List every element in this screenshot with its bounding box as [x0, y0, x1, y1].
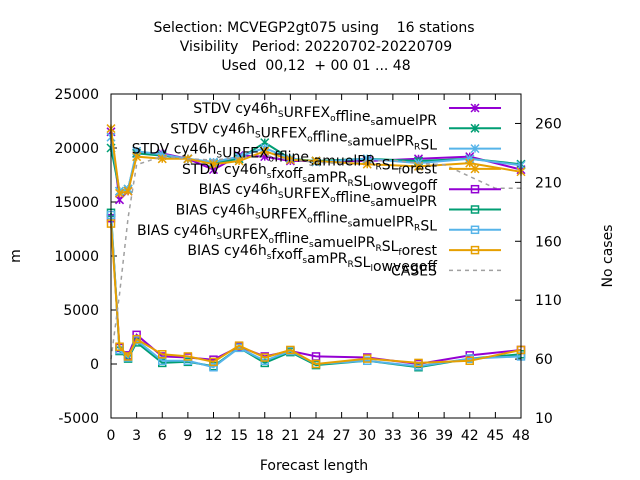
x-tick-label: 0	[107, 428, 116, 444]
y-tick-label: 25000	[54, 87, 99, 103]
y2-tick-label: 60	[535, 352, 553, 368]
y-tick-label: 20000	[54, 141, 99, 157]
data-point	[311, 156, 321, 166]
x-tick-label: 24	[307, 428, 325, 444]
legend-marker	[470, 225, 480, 235]
y2-tick-label: 160	[535, 234, 562, 250]
legend-marker	[470, 245, 480, 255]
series-line	[110, 223, 522, 366]
series-9	[110, 154, 521, 360]
y-tick-label: 0	[90, 357, 99, 373]
data-point	[234, 341, 244, 350]
data-point	[158, 350, 167, 359]
data-point	[285, 155, 295, 165]
legend-marker	[470, 164, 480, 174]
x-tick-label: 6	[158, 428, 167, 444]
series-8	[106, 219, 526, 369]
data-point	[132, 334, 141, 344]
y2-tick-label: 210	[535, 175, 562, 191]
data-point	[209, 362, 218, 372]
data-point	[115, 188, 125, 198]
title-line-2: Visibility Period: 20220702-20220709	[180, 39, 452, 55]
title-line-1: Selection: MCVEGP2gt075 using 16 station…	[153, 20, 474, 36]
x-axis-label: Forecast length	[260, 458, 368, 474]
y-axis-label: m	[8, 249, 24, 263]
legend-marker	[470, 123, 480, 133]
plot-frame	[110, 93, 522, 419]
x-tick-label: 18	[256, 428, 274, 444]
y-tick-label: 15000	[54, 195, 99, 211]
x-tick-label: 9	[183, 428, 192, 444]
data-point	[209, 357, 218, 367]
data-point	[115, 342, 124, 351]
data-point	[132, 152, 142, 162]
legend-label: BIAS cy46hSURFEXofflinesamuelPRRSL	[176, 203, 438, 235]
legend-label: STDV cy46hSURFEXofflinesamuelPRRSLforest	[132, 142, 438, 178]
chart-title: Selection: MCVEGP2gt075 using 16 station…	[153, 20, 474, 74]
x-tick-label: 39	[435, 428, 453, 444]
data-point	[183, 352, 193, 361]
legend-marker	[470, 205, 480, 214]
data-point	[123, 186, 133, 196]
data-point	[123, 352, 133, 361]
y-tick-label: 5000	[63, 303, 99, 319]
x-tick-label: 48	[512, 428, 530, 444]
data-point	[260, 146, 270, 156]
legend-marker	[470, 184, 480, 194]
x-tick-label: 27	[333, 428, 351, 444]
legend-label: STDV cy46hSURFEXofflinesamuelPR	[193, 101, 437, 129]
legend-label: STDV cy46hSURFEXofflinesamuelPRRSL	[170, 121, 437, 153]
y2-axis-label: No cases	[600, 225, 616, 288]
x-tick-label: 30	[358, 428, 376, 444]
data-point	[465, 356, 474, 366]
x-tick-label: 3	[132, 428, 141, 444]
x-tick-label: 21	[281, 428, 299, 444]
x-tick-label: 15	[230, 428, 248, 444]
y-tick-label: -5000	[58, 411, 99, 427]
legend-label: BIAS cy46hSURFEXofflinesamuelPRRSLforest	[137, 223, 437, 259]
x-tick-label: 33	[384, 428, 402, 444]
data-point	[363, 354, 372, 363]
data-point	[260, 353, 269, 362]
y2-tick-label: 260	[535, 116, 562, 132]
data-point	[414, 358, 423, 368]
y-tick-label: 10000	[54, 249, 99, 265]
legend-marker	[470, 103, 480, 113]
legend-label: BIAS cy46hsfxoffsamPRRSLlowvegoff	[187, 243, 437, 275]
legend-label: CASES	[391, 263, 437, 279]
data-point	[311, 359, 321, 369]
legend-label: STDV cy46hsfxoffsamPRRSLlowvegoff	[182, 162, 437, 194]
x-tick-label: 12	[205, 428, 223, 444]
x-tick-label: 45	[486, 428, 504, 444]
title-line-3: Used 00,12 + 00 01 ... 48	[221, 58, 410, 74]
x-tick-label: 36	[410, 428, 428, 444]
data-point	[286, 345, 295, 355]
axis-ticks: 0 3 6 9 12 15 18 21 24 27 30 33 36 39 42 45 48-500005000…	[54, 87, 561, 444]
series-line	[110, 154, 521, 360]
x-tick-label: 42	[461, 428, 479, 444]
legend-marker	[470, 144, 480, 154]
y2-tick-label: 10	[535, 411, 553, 427]
y2-tick-label: 110	[535, 293, 562, 309]
data-point	[208, 159, 219, 169]
legend-label: BIAS cy46hSURFEXofflinesamuelPR	[199, 182, 438, 210]
